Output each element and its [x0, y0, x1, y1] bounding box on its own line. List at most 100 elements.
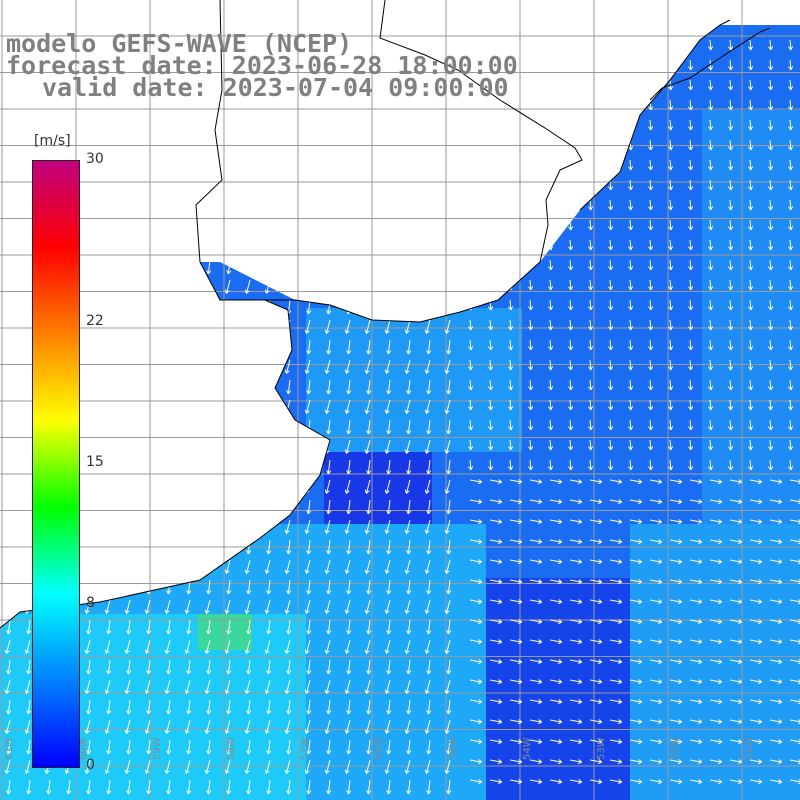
- wind-arrow: [748, 99, 754, 111]
- ocean-cell: [378, 290, 396, 308]
- wind-arrow: [324, 759, 331, 774]
- ocean-cell: [792, 668, 800, 686]
- wind-arrow: [124, 399, 131, 414]
- ocean-cell: [702, 722, 720, 740]
- ocean-cell: [324, 794, 342, 800]
- ocean-cell: [792, 236, 800, 254]
- wind-arrow: [26, 699, 32, 715]
- wind-arrow: [424, 159, 431, 174]
- wind-arrow: [489, 479, 503, 484]
- ocean-cell: [108, 272, 126, 290]
- wind-arrow: [86, 219, 92, 235]
- ocean-cell: [288, 308, 306, 326]
- wind-arrow: [106, 579, 112, 595]
- ocean-cell: [630, 74, 648, 92]
- ocean-cell: [414, 146, 432, 164]
- ocean-cell: [630, 398, 648, 416]
- longitude-label: 58W: [226, 737, 237, 760]
- ocean-cell: [234, 128, 252, 146]
- wind-arrow: [386, 699, 392, 715]
- ocean-cell: [558, 452, 576, 470]
- wind-arrow: [4, 599, 11, 614]
- wind-arrow: [768, 39, 774, 51]
- wind-arrow: [489, 559, 503, 564]
- ocean-cell: [702, 236, 720, 254]
- ocean-cell: [720, 25, 738, 38]
- ocean-cell: [270, 164, 288, 182]
- ocean-cell: [0, 218, 18, 236]
- ocean-cell: [432, 632, 450, 650]
- wind-arrow: [204, 399, 211, 414]
- wind-arrow: [588, 459, 594, 471]
- forecast-date-label: forecast date: 2023-06-28 18:00:00: [6, 51, 518, 80]
- ocean-cell: [288, 740, 306, 758]
- ocean-cell: [594, 146, 612, 164]
- ocean-cell: [522, 560, 540, 578]
- ocean-cell: [0, 470, 18, 488]
- ocean-cell: [630, 776, 648, 794]
- ocean-cell: [126, 272, 144, 290]
- wind-arrow: [708, 119, 714, 131]
- wind-arrow: [404, 719, 411, 734]
- ocean-cell: [198, 524, 216, 542]
- ocean-cell: [396, 668, 414, 686]
- ocean-cell: [756, 470, 774, 488]
- ocean-cell: [144, 164, 162, 182]
- ocean-cell: [756, 416, 774, 434]
- ocean-cell: [234, 740, 252, 758]
- wind-arrow: [244, 679, 251, 694]
- ocean-cell: [702, 686, 720, 704]
- ocean-cell: [738, 470, 756, 488]
- wind-arrow: [206, 219, 212, 235]
- wind-arrow: [166, 739, 172, 755]
- ocean-cell: [468, 578, 486, 596]
- wind-arrow: [489, 679, 503, 684]
- wind-arrow: [104, 719, 111, 734]
- wind-arrow: [244, 599, 251, 614]
- ocean-cell: [504, 182, 522, 200]
- wind-arrow: [529, 539, 543, 544]
- wind-arrow: [628, 159, 634, 171]
- ocean-cell: [396, 416, 414, 434]
- ocean-cell: [396, 344, 414, 362]
- ocean-cell: [720, 290, 738, 308]
- wind-arrow: [104, 479, 111, 494]
- ocean-cell: [72, 794, 90, 800]
- wind-arrow: [306, 539, 312, 555]
- wind-arrow: [748, 79, 754, 91]
- wind-arrow: [468, 279, 474, 291]
- wind-arrow: [286, 259, 292, 275]
- wind-arrow: [26, 459, 32, 475]
- ocean-cell: [594, 668, 612, 686]
- wind-arrow: [106, 419, 112, 435]
- wind-arrow: [324, 119, 331, 134]
- ocean-cell: [180, 470, 198, 488]
- ocean-cell: [702, 596, 720, 614]
- wind-arrow: [306, 779, 312, 795]
- longitude-label: 61W: [4, 737, 15, 760]
- wind-arrow: [206, 299, 212, 315]
- ocean-cell: [720, 146, 738, 164]
- ocean-cell: [720, 200, 738, 218]
- wind-arrow: [609, 679, 623, 684]
- wind-arrow: [264, 319, 271, 334]
- wind-arrow: [549, 559, 563, 564]
- wind-arrow: [708, 439, 714, 451]
- ocean-cell: [90, 110, 108, 128]
- ocean-cell: [612, 182, 630, 200]
- wind-arrow: [164, 399, 171, 414]
- ocean-cell: [126, 128, 144, 146]
- ocean-cell: [486, 596, 504, 614]
- ocean-cell: [432, 25, 450, 38]
- ocean-cell: [216, 452, 234, 470]
- ocean-cell: [738, 380, 756, 398]
- ocean-cell: [738, 25, 756, 38]
- wind-arrow: [568, 439, 574, 451]
- ocean-cell: [288, 776, 306, 794]
- ocean-cell: [792, 740, 800, 758]
- ocean-cell: [540, 794, 558, 800]
- wind-arrow: [609, 759, 623, 764]
- ocean-cell: [54, 776, 72, 794]
- ocean-cell: [108, 524, 126, 542]
- ocean-cell: [738, 92, 756, 110]
